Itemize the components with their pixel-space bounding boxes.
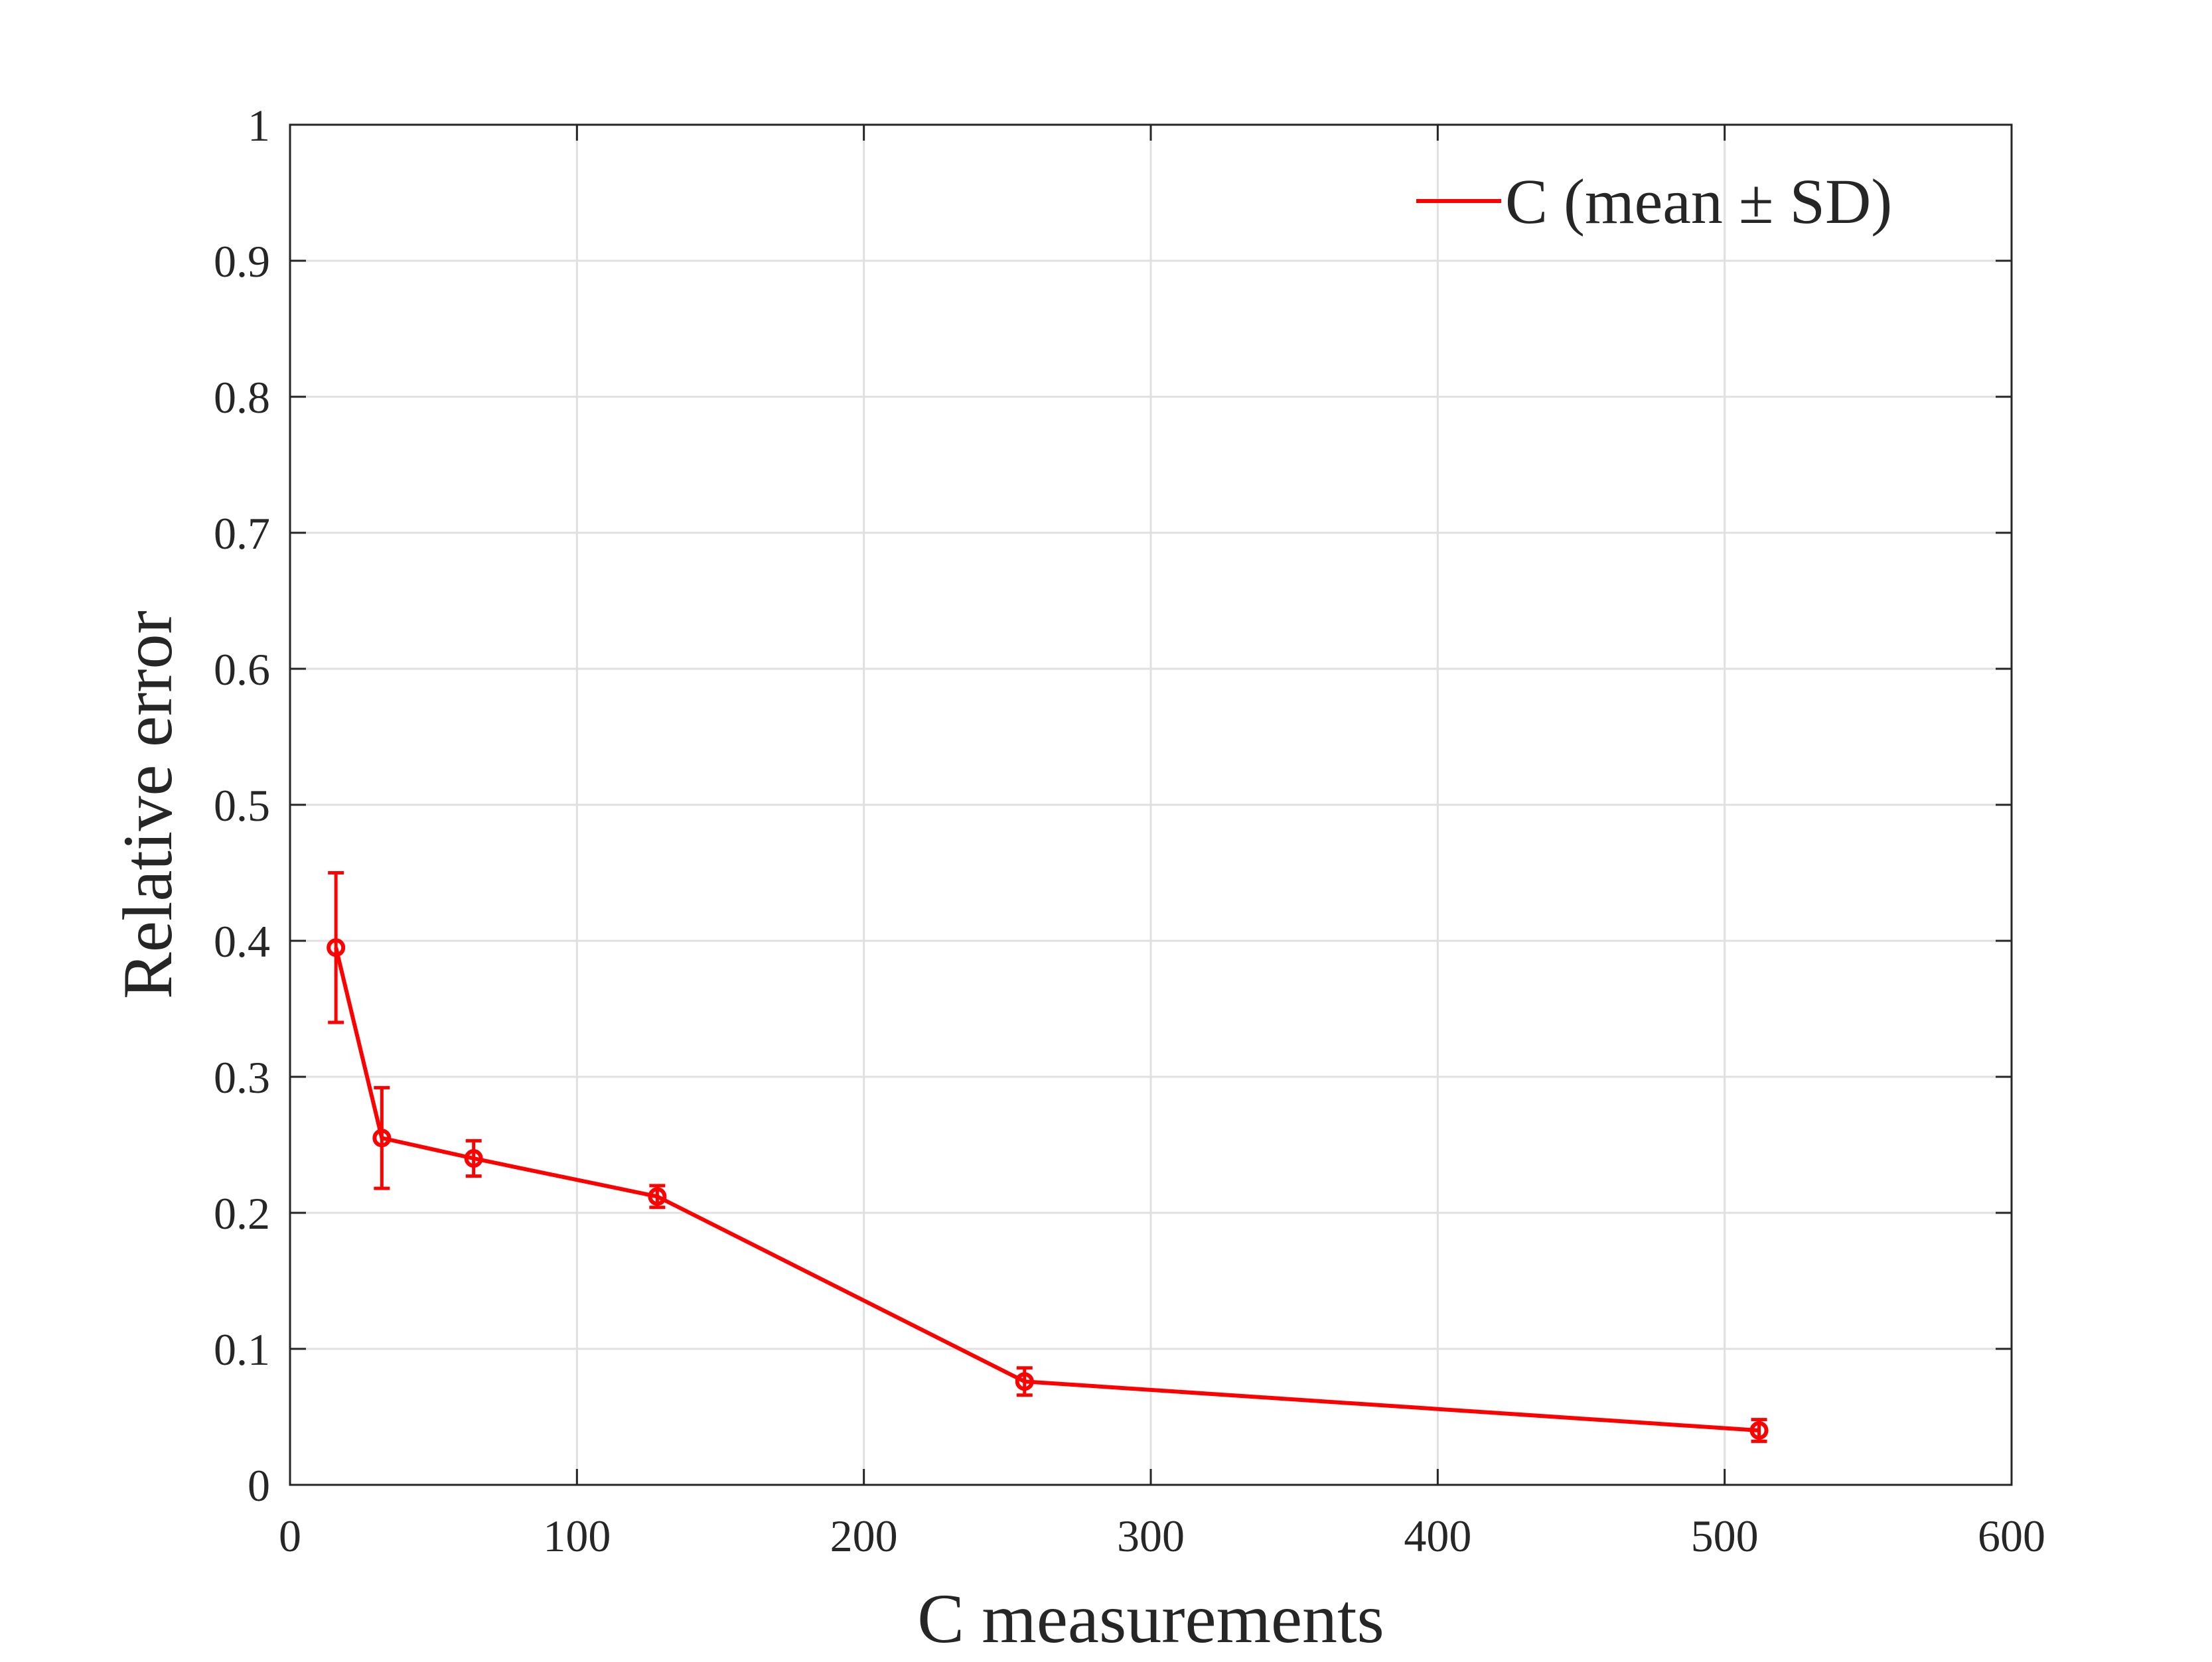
axis-ticks (289, 123, 2013, 1486)
x-tick-label: 0 (279, 1511, 301, 1561)
y-axis-title: Relative error (109, 610, 186, 999)
y-tick-label: 0.7 (214, 508, 270, 559)
y-tick-label: 0.9 (214, 236, 270, 287)
y-tick-label: 0.3 (214, 1052, 270, 1103)
grid (290, 125, 2012, 1485)
x-tick-label: 100 (543, 1511, 611, 1561)
x-tick-label: 300 (1117, 1511, 1185, 1561)
data-point (372, 1129, 392, 1148)
x-tick-labels: 0 100 200 300 400 500 600 (279, 1511, 2045, 1561)
series-layer (327, 871, 1769, 1443)
x-tick-label: 400 (1404, 1511, 1471, 1561)
y-tick-label: 0 (248, 1460, 270, 1511)
data-point (1749, 1421, 1769, 1440)
x-tick-label: 200 (830, 1511, 898, 1561)
y-tick-label: 0.5 (214, 780, 270, 831)
y-tick-labels: 0 0.1 0.2 0.3 0.4 0.5 0.6 0.7 0.8 0.9 1 (214, 100, 270, 1511)
y-tick-label: 0.8 (214, 372, 270, 423)
legend-label: C (mean ± SD) (1505, 166, 1892, 237)
data-point (327, 938, 346, 957)
y-tick-label: 0.6 (214, 644, 270, 695)
data-point (1015, 1372, 1034, 1391)
data-point (648, 1187, 667, 1206)
x-axis-title: C measurements (917, 1580, 1384, 1657)
y-tick-label: 1 (248, 100, 270, 151)
y-tick-label: 0.2 (214, 1188, 270, 1239)
legend: C (mean ± SD) (1416, 166, 1892, 237)
x-tick-label: 500 (1691, 1511, 1759, 1561)
x-tick-label: 600 (1978, 1511, 2045, 1561)
data-point (464, 1149, 483, 1168)
y-tick-label: 0.4 (214, 916, 270, 967)
y-tick-label: 0.1 (214, 1324, 270, 1375)
series-line (334, 947, 1759, 1432)
